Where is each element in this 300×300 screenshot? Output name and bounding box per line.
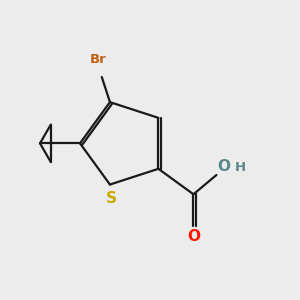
Text: O: O [218,159,230,174]
Text: S: S [106,190,117,206]
Text: O: O [187,229,200,244]
Text: Br: Br [90,52,107,66]
Text: H: H [235,161,246,174]
